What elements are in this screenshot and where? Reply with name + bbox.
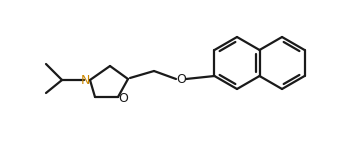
Text: O: O (118, 91, 128, 105)
Text: O: O (176, 72, 186, 86)
Text: N: N (80, 74, 90, 86)
